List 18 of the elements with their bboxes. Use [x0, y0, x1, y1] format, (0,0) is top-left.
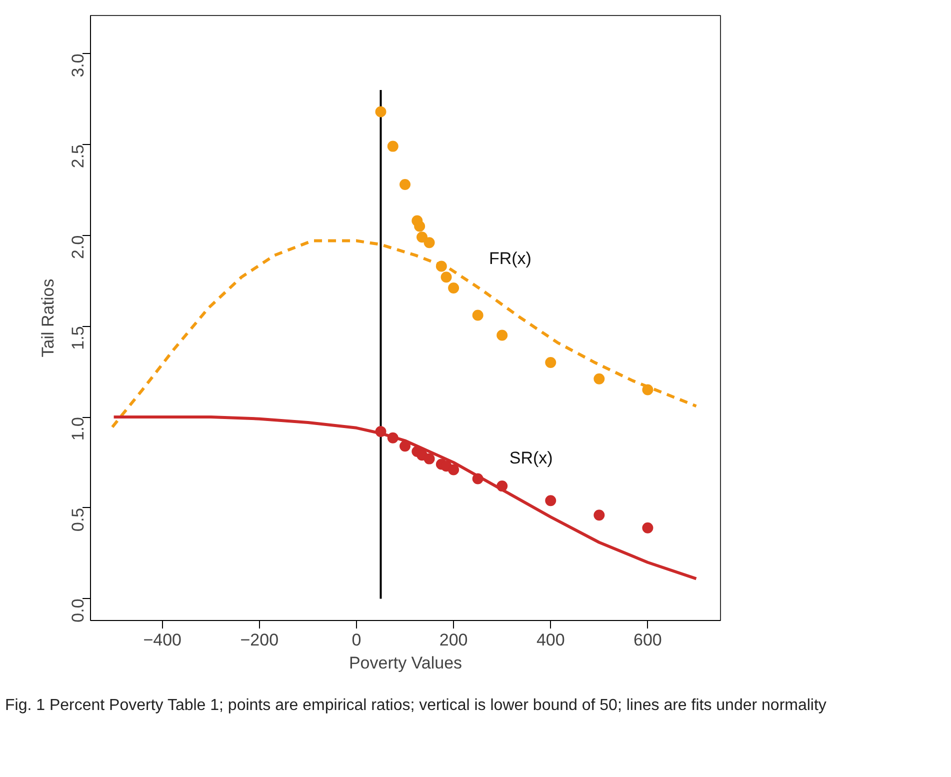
y-tick-label: 0.0 [68, 598, 88, 622]
y-tick-label: 1.0 [68, 417, 88, 441]
series-label: FR(x) [488, 248, 532, 268]
y-tick-label: 0.5 [68, 508, 88, 532]
x-tick-label: −400 [143, 630, 182, 650]
x-tick-label: 600 [634, 630, 662, 650]
x-axis-title: Poverty Values [348, 654, 462, 672]
y-tick-label: 2.0 [68, 235, 88, 259]
y-tick-label: 3.0 [68, 54, 88, 78]
y-tick-label: 2.5 [68, 144, 88, 168]
x-tick-label: −200 [240, 630, 279, 650]
series-label: SR(x) [509, 448, 553, 468]
y-tick-label: 1.5 [68, 326, 88, 350]
x-tick-label: 400 [536, 630, 565, 650]
x-tick-label: 200 [439, 630, 468, 650]
caption: Fig. 1 Percent Poverty Table 1; points are empirical ratios; vertical is lower bound of 50; lines are fits under normality [5, 696, 828, 716]
y-axis-title: Tail Ratios [38, 278, 58, 358]
x-tick-label: 0 [352, 630, 362, 650]
